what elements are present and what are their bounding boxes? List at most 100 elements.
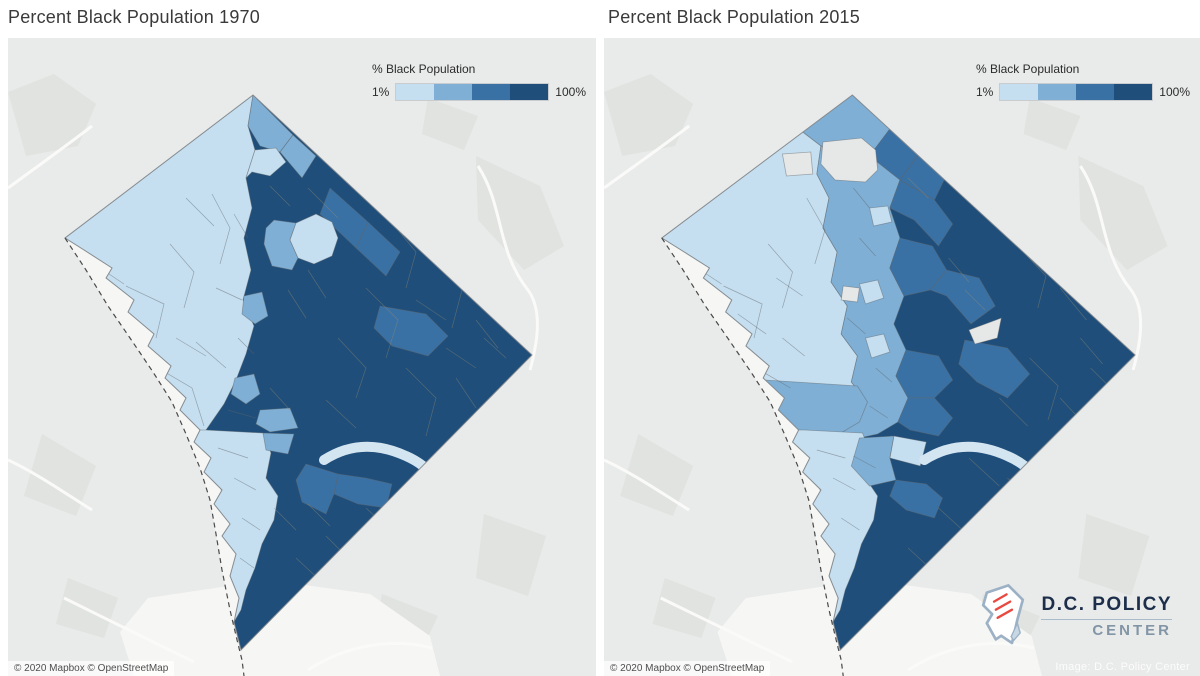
map-canvas-1970 xyxy=(8,38,596,676)
tract-border-line xyxy=(806,197,826,265)
logo-divider xyxy=(1041,618,1172,620)
dc-boundary-outline xyxy=(660,94,1136,651)
road xyxy=(660,596,794,664)
census-tract-no-data xyxy=(968,317,1002,345)
dc-boundary-dashed xyxy=(64,237,245,676)
legend-color-bar xyxy=(999,83,1154,101)
road xyxy=(907,641,1035,672)
legend-swatch-4 xyxy=(1114,84,1153,100)
park-area xyxy=(8,74,96,156)
map-canvas-2015 xyxy=(604,38,1200,676)
tract-border-line xyxy=(999,397,1028,427)
road xyxy=(476,165,539,371)
legend-swatch-3 xyxy=(472,84,511,100)
tract-border-line xyxy=(853,187,870,209)
tract-border-line xyxy=(723,285,763,339)
logo-subtitle: CENTER xyxy=(1092,621,1172,639)
legend-swatch-4 xyxy=(510,84,549,100)
park-area xyxy=(1078,156,1168,270)
tract-border-line xyxy=(269,185,291,207)
tract-border-line xyxy=(175,337,207,357)
dc-boundary-dashed xyxy=(661,237,844,676)
tract-border-line xyxy=(1080,337,1103,365)
legend-1970: % Black Population 1% 100% xyxy=(372,62,586,101)
water-area xyxy=(717,580,1042,676)
tract-border-line xyxy=(337,337,367,399)
legend-max-label: 100% xyxy=(555,85,586,99)
road xyxy=(604,458,690,512)
census-tract xyxy=(295,463,339,515)
tract-border-line xyxy=(157,367,205,427)
road xyxy=(1079,165,1143,371)
legend-color-bar xyxy=(395,83,550,101)
tract-border-line xyxy=(273,507,297,531)
census-tract xyxy=(289,213,339,265)
tract-border-line xyxy=(233,213,249,239)
tract-border-line xyxy=(169,243,195,309)
image-credit: Image: D.C. Policy Center xyxy=(1055,661,1190,673)
tract-border-line xyxy=(307,187,339,219)
page-title-2015: Percent Black Population 2015 xyxy=(608,7,860,27)
tract-border-line xyxy=(840,517,860,531)
logo-title: D.C. POLICY xyxy=(1041,593,1172,615)
tract-border-line xyxy=(237,337,255,355)
tract-border-line xyxy=(1029,357,1059,421)
tract-border-line xyxy=(125,285,165,339)
census-tract-no-data xyxy=(820,137,879,183)
park-area xyxy=(422,98,478,150)
census-tract xyxy=(889,179,954,247)
map-attribution-2015[interactable]: © 2020 Mapbox © OpenStreetMap xyxy=(604,661,771,676)
tract-border-line xyxy=(185,197,215,227)
map-panel-2015: % Black Population 1% 100% xyxy=(604,38,1200,676)
census-tract xyxy=(889,479,944,519)
legend-swatch-2 xyxy=(1038,84,1077,100)
map-attribution-1970[interactable]: © 2020 Mapbox © OpenStreetMap xyxy=(8,661,175,676)
tract-border-line xyxy=(869,405,889,419)
census-tract xyxy=(230,373,261,405)
tract-border-line xyxy=(948,257,970,283)
tract-border-line xyxy=(307,269,327,299)
tract-border-line xyxy=(269,387,291,411)
tract-border-line xyxy=(767,243,793,309)
page-title-1970: Percent Black Population 1970 xyxy=(8,7,260,27)
tract-border-line xyxy=(907,177,929,199)
tract-border-line xyxy=(415,299,447,321)
tract-border-line xyxy=(737,313,767,335)
census-tract xyxy=(355,221,401,277)
legend-max-label: 100% xyxy=(1159,85,1190,99)
tract-border-line xyxy=(233,477,257,491)
water-area xyxy=(120,580,440,676)
census-tract xyxy=(255,407,299,433)
park-area xyxy=(1078,514,1150,596)
road xyxy=(604,124,691,190)
census-tract xyxy=(897,397,954,437)
tract-border-line xyxy=(239,557,255,569)
logo-text: D.C. POLICY CENTER xyxy=(1041,594,1172,639)
tract-border-line xyxy=(215,287,243,301)
tract-border-line xyxy=(241,517,261,531)
census-tract xyxy=(858,279,885,305)
legend-title: % Black Population xyxy=(371,62,476,76)
census-tract-no-data xyxy=(840,285,860,303)
tract-border-line xyxy=(1059,287,1087,321)
tract-border-line xyxy=(875,367,893,383)
tract-border-line xyxy=(217,447,249,459)
legend-swatch-1 xyxy=(396,84,435,100)
dc-boundary-outline xyxy=(64,94,533,651)
road xyxy=(307,641,433,672)
tract-border-line xyxy=(964,289,986,311)
park-area xyxy=(1023,98,1081,150)
dc-policy-center-logo[interactable]: D.C. POLICY CENTER xyxy=(976,582,1172,650)
census-tract xyxy=(864,333,891,359)
tract-border-line xyxy=(968,457,1000,487)
census-tract xyxy=(373,305,449,357)
tract-border-line xyxy=(195,341,227,369)
park-area xyxy=(620,434,694,516)
road xyxy=(8,458,93,512)
census-tract xyxy=(262,432,295,455)
tract-border-line xyxy=(445,347,477,369)
tract-border-line xyxy=(859,237,876,257)
tract-border-line xyxy=(211,193,231,265)
legend-swatch-1 xyxy=(1000,84,1039,100)
